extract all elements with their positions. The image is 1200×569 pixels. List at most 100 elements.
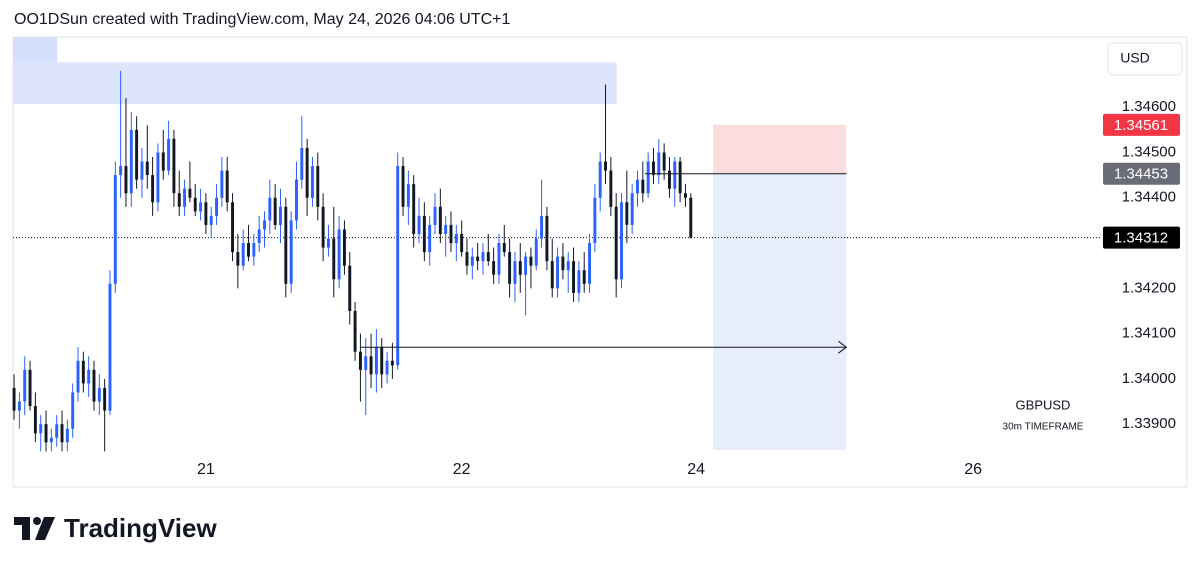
candle-body	[140, 161, 144, 180]
candle-body	[550, 261, 554, 289]
candle-body	[215, 197, 219, 216]
candle-body	[449, 224, 453, 244]
candle-body	[257, 229, 261, 244]
candle-body	[60, 424, 64, 443]
candle-body	[177, 193, 181, 207]
candle-body	[172, 138, 176, 194]
candle-body	[380, 347, 384, 375]
candle-body	[65, 428, 69, 443]
candle-body	[673, 161, 677, 189]
candle-body	[582, 270, 586, 284]
candle-body	[470, 256, 474, 266]
candle-body	[662, 152, 666, 171]
candle-body	[113, 175, 117, 284]
candle-body	[390, 360, 394, 366]
symbol: GBPUSD	[1016, 397, 1071, 412]
candle-body	[502, 243, 506, 253]
candle-body	[247, 243, 250, 257]
price-label: 1.34312	[1114, 230, 1168, 247]
candle-body	[604, 161, 607, 171]
candle-body	[577, 270, 581, 293]
price-label: 1.34561	[1114, 117, 1168, 134]
candle-body	[326, 238, 330, 248]
arrow-head	[838, 340, 848, 354]
candle-body	[486, 252, 490, 262]
candle-body	[49, 437, 53, 443]
candle-body	[438, 206, 442, 234]
candle-body	[609, 170, 613, 207]
candle-body	[476, 256, 480, 262]
candle-body	[625, 202, 629, 225]
candle-body	[342, 229, 346, 266]
candle-body	[12, 387, 16, 411]
candle-body	[620, 202, 623, 280]
candle-body	[652, 161, 655, 176]
stop-zone	[713, 124, 847, 174]
candle-body	[161, 152, 165, 171]
candle-body	[556, 256, 560, 289]
logo-icon	[14, 517, 55, 540]
candle-body	[300, 147, 304, 180]
candle-body	[353, 310, 357, 352]
candle-body	[540, 215, 544, 239]
candle-body	[204, 202, 208, 225]
x-tick-label: 26	[964, 461, 982, 478]
candle-body	[630, 193, 634, 225]
candle-body	[268, 197, 272, 221]
y-tick-label: 1.34200	[1122, 279, 1176, 296]
candle-body	[273, 197, 277, 225]
candle-body	[572, 261, 576, 293]
candle-body	[588, 243, 592, 284]
candle-body	[657, 152, 661, 176]
y-tick-label: 1.34500	[1122, 143, 1176, 160]
candle-body	[683, 193, 687, 198]
candle-body	[199, 202, 203, 212]
candle-body	[406, 184, 410, 207]
candle-body	[17, 401, 21, 411]
candle-body	[646, 161, 650, 194]
price-label-box	[1103, 113, 1180, 136]
logo: TradingView	[64, 513, 217, 543]
candle-body	[518, 261, 522, 275]
candle-body	[23, 369, 27, 402]
candle-body	[460, 233, 464, 253]
candle-body	[103, 387, 107, 411]
candle-body	[124, 166, 128, 194]
currency-box	[1107, 42, 1183, 76]
candle-body	[534, 238, 538, 266]
candle-body	[566, 261, 570, 271]
y-tick-label: 1.34400	[1122, 189, 1176, 206]
x-tick-label: 21	[197, 461, 215, 478]
price-label-box	[1103, 226, 1180, 249]
candle-body	[396, 166, 400, 366]
candle-body	[76, 360, 80, 393]
y-tick-label: 1.33900	[1122, 415, 1176, 432]
candle-body	[28, 369, 32, 407]
candle-body	[225, 170, 229, 203]
candle-body	[417, 215, 421, 234]
candle-body	[358, 351, 362, 370]
candle-body	[295, 179, 298, 221]
candle-body	[156, 152, 160, 203]
candle-body	[678, 161, 682, 194]
candle-body	[108, 283, 112, 411]
candle-body	[369, 356, 373, 375]
candle-body	[444, 224, 448, 234]
candle-body	[524, 256, 528, 275]
candle-body	[465, 252, 469, 266]
price-label: 1.34453	[1114, 166, 1168, 183]
candle-body	[81, 360, 85, 384]
candle-body	[614, 206, 618, 280]
candle-body	[689, 197, 693, 238]
candle-body	[374, 347, 378, 375]
candle-body	[39, 424, 43, 434]
candle-body	[481, 252, 485, 262]
candle-body	[167, 138, 171, 171]
chart-frame	[12, 36, 1188, 488]
candle-body	[316, 166, 320, 207]
candle-body	[289, 220, 293, 284]
candle-body	[236, 252, 240, 266]
header: OO1DSun created with TradingView.com, Ma…	[14, 11, 511, 28]
candle-body	[641, 179, 645, 194]
x-tick-label: 22	[453, 461, 471, 478]
